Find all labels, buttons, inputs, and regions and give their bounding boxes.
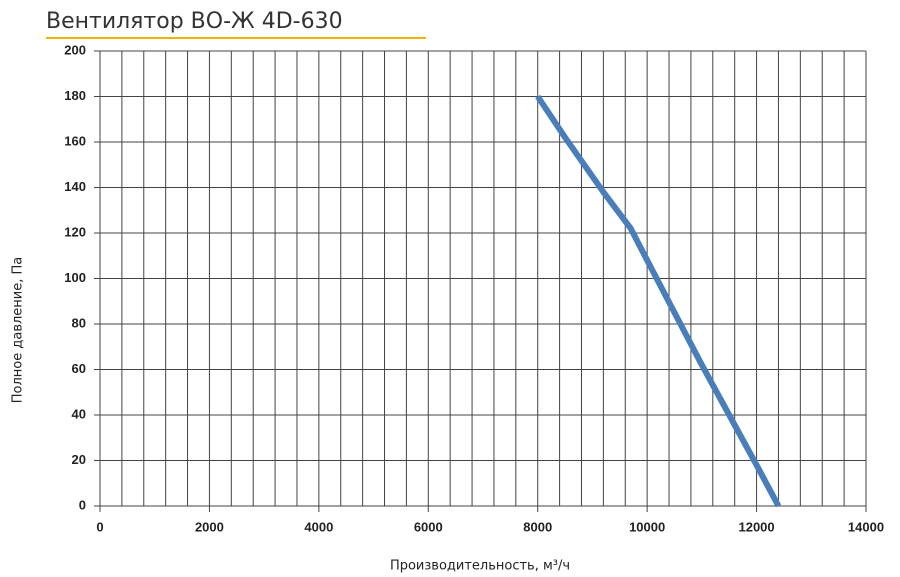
chart-title: Вентилятор ВО-Ж 4D-630 bbox=[46, 9, 343, 34]
x-tick-label: 14000 bbox=[848, 519, 884, 534]
y-tick-label: 0 bbox=[79, 497, 86, 512]
data-line bbox=[535, 94, 782, 508]
y-tick-label: 100 bbox=[64, 270, 86, 285]
y-tick-label: 60 bbox=[72, 361, 86, 376]
x-tick-label: 4000 bbox=[304, 519, 333, 534]
y-axis-label: Полное давление, Па bbox=[11, 257, 26, 404]
x-axis-label: Производительность, м³/ч bbox=[390, 559, 570, 574]
x-tick-label: 10000 bbox=[629, 519, 665, 534]
y-tick-label: 180 bbox=[64, 88, 86, 103]
x-tick-label: 6000 bbox=[414, 519, 443, 534]
y-tick-label: 120 bbox=[64, 224, 86, 239]
x-tick-label: 0 bbox=[96, 519, 103, 534]
y-tick-label: 200 bbox=[64, 42, 86, 57]
x-tick-label: 8000 bbox=[523, 519, 552, 534]
y-tick-label: 40 bbox=[72, 406, 86, 421]
x-tick-label: 12000 bbox=[738, 519, 774, 534]
y-tick-label: 80 bbox=[72, 315, 86, 330]
x-tick-label: 2000 bbox=[195, 519, 224, 534]
y-tick-label: 160 bbox=[64, 133, 86, 148]
y-tick-label: 140 bbox=[64, 179, 86, 194]
y-tick-label: 20 bbox=[72, 452, 86, 467]
